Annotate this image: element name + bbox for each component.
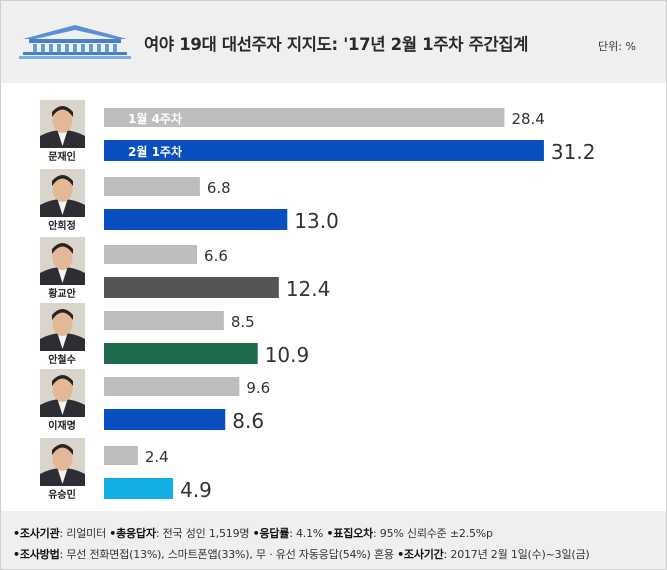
footer-value: : 4.1%	[289, 527, 327, 540]
bar-prev-week	[104, 177, 200, 196]
candidate-avatar	[40, 438, 85, 486]
header: 여야 19대 대선주자 지지도: '17년 2월 1주차 주간집계 단위: %	[1, 1, 666, 83]
candidate-name: 안희정	[48, 219, 76, 232]
footer-value: : 리얼미터	[59, 527, 110, 540]
candidate-group: 이재명 9.6 8.6	[40, 369, 270, 433]
footer-key: •표집오차	[326, 527, 373, 540]
candidate-group: 유승민 2.4 4.9	[40, 438, 212, 502]
candidate-group: 황교안 6.6 12.4	[40, 237, 330, 301]
footer-key: •총응답자	[109, 527, 156, 540]
candidate-name: 이재명	[48, 419, 76, 432]
footer: •조사기관: 리얼미터 •총응답자: 전국 성인 1,519명 •응답률: 4.…	[1, 511, 666, 569]
legend-label-prev: 1월 4주차	[128, 111, 182, 126]
bar-current-week	[104, 409, 226, 430]
candidate-avatar	[40, 369, 85, 417]
footer-value: : 95% 신뢰수준 ±2.5%p	[372, 527, 493, 540]
bar-current-week	[104, 209, 288, 230]
value-label-current: 8.6	[232, 409, 264, 433]
candidate-name: 황교안	[48, 287, 76, 300]
value-label-current: 10.9	[265, 343, 310, 367]
bar-prev-week	[104, 245, 198, 264]
bar-current-week	[104, 343, 258, 364]
blue-house-logo-icon	[19, 25, 131, 59]
value-label-prev: 6.8	[207, 179, 231, 197]
value-label-current: 12.4	[286, 277, 331, 301]
candidate-name: 안철수	[48, 353, 76, 366]
candidate-avatar	[40, 237, 85, 285]
footer-value: : 무선 전화면접(13%), 스마트폰앱(33%), 무 · 유선 자동응답(…	[59, 548, 398, 561]
footer-key: •응답률	[252, 527, 290, 540]
footer-value: : 전국 성인 1,519명	[155, 527, 253, 540]
candidate-avatar	[40, 303, 85, 351]
footer-key: •조사방법	[13, 548, 60, 561]
value-label-current: 13.0	[294, 209, 339, 233]
bar-prev-week	[104, 446, 138, 465]
footer-key: •조사기관	[13, 527, 60, 540]
value-label-current: 4.9	[180, 478, 212, 502]
bar-current-week	[104, 277, 279, 298]
value-label-prev: 9.6	[246, 379, 270, 397]
candidate-avatar	[40, 169, 85, 217]
bar-prev-week	[104, 377, 240, 396]
footer-value: : 2017년 2월 1일(수)~3일(금)	[443, 548, 590, 561]
value-label-prev: 28.4	[511, 110, 544, 128]
unit-label: 단위: %	[598, 40, 636, 53]
candidate-name: 유승민	[48, 488, 76, 501]
candidate-avatar	[40, 100, 85, 148]
candidate-group: 안희정 6.8 13.0	[40, 169, 339, 233]
candidate-group: 안철수 8.5 10.9	[40, 303, 309, 367]
footer-line-2: •조사방법: 무선 전화면접(13%), 스마트폰앱(33%), 무 · 유선 …	[13, 546, 590, 562]
candidate-name: 문재인	[48, 150, 76, 163]
value-label-prev: 8.5	[231, 313, 255, 331]
chart-title: 여야 19대 대선주자 지지도: '17년 2월 1주차 주간집계	[144, 35, 529, 54]
bar-current-week	[104, 140, 544, 161]
value-label-prev: 2.4	[145, 448, 169, 466]
candidate-group: 문재인 28.4 31.2 1월 4주차 2월 1주차	[40, 100, 595, 164]
bar-prev-week	[104, 311, 224, 330]
footer-line-1: •조사기관: 리얼미터 •총응답자: 전국 성인 1,519명 •응답률: 4.…	[13, 525, 493, 541]
legend-label-current: 2월 1주차	[128, 144, 182, 159]
bar-prev-week	[104, 108, 505, 127]
bar-current-week	[104, 478, 174, 499]
footer-key: •조사기간	[397, 548, 444, 561]
value-label-current: 31.2	[551, 140, 596, 164]
value-label-prev: 6.6	[204, 247, 228, 265]
